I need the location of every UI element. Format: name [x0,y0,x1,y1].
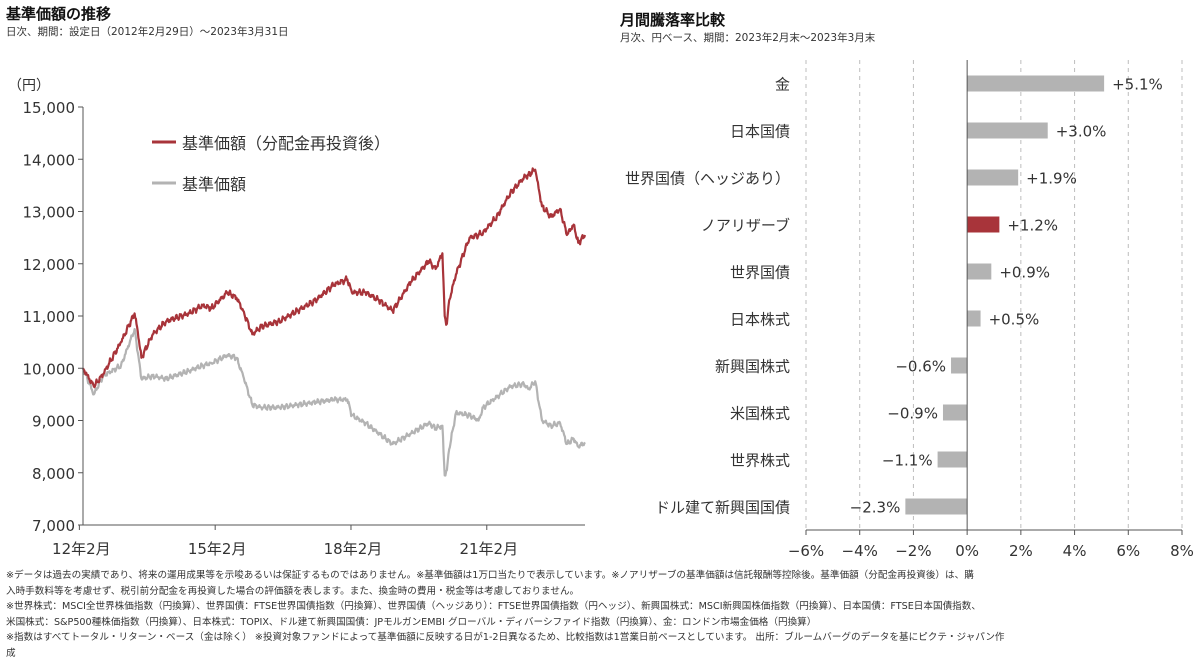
x-tick-label: −2% [895,542,931,560]
y-tick-label: 8,000 [32,465,75,483]
y-tick-label: 13,000 [23,204,76,222]
y-tick-label: 7,000 [32,517,75,535]
category-label: ノアリザーブ [701,217,790,235]
category-label: 日本国債 [730,123,790,141]
y-tick-label: 14,000 [23,151,76,169]
legend-label-reinvest: 基準価額（分配金再投資後） [182,134,390,153]
footnote-line: 成 [6,647,16,659]
x-tick-label: 18年2月 [324,540,383,558]
y-tick-label: 9,000 [32,413,75,431]
bar [942,404,968,421]
y-tick-label: 10,000 [23,360,76,378]
x-tick-label: −6% [788,542,824,560]
bar-chart-subtitle: 月次、円ベース、期間：2023年2月末～2023年3月末 [620,32,876,44]
x-tick-label: 4% [1063,542,1087,560]
footnote-line: 米国株式：S&P500種株価指数（円換算）、日本株式：TOPIX、ドル建て新興国… [6,616,817,628]
y-axis-unit: （円） [8,78,50,94]
x-tick-label: 15年2月 [188,540,247,558]
x-tick-label: 12年2月 [52,540,111,558]
footnote-line: ※データは過去の実績であり、将来の運用成果等を示唆あるいは保証するものではありま… [6,570,974,581]
data-label: −1.1% [882,452,933,470]
footnote-line: ※世界株式：MSCI全世界株価指数（円換算）、世界国債：FTSE世界国債指数（円… [6,601,981,612]
data-label: −0.9% [887,405,938,423]
category-label: 世界国債（ヘッジあり） [625,170,790,188]
legend-label-nav: 基準価額 [182,175,246,194]
category-label: 日本株式 [730,311,790,329]
x-tick-label: 2% [1009,542,1033,560]
footnotes: ※データは過去の実績であり、将来の運用成果等を示唆あるいは保証するものではありま… [6,568,1196,661]
bar [967,75,1105,92]
data-label: −2.3% [850,499,901,517]
bar-chart: 金 +5.1% 日本国債 +3.0% 世界国債（ヘッジあり） +1.9% ノアリザーブ +1.… [625,60,1194,560]
category-label: 米国株式 [730,405,790,423]
data-label: +5.1% [1112,76,1163,94]
bar [937,451,968,468]
line-chart-title: 基準価額の推移 [6,5,112,23]
x-tick-label: 6% [1116,542,1140,560]
line-chart: （円） 7,000 8,000 9,000 10,000 11,000 12,000 13,… [8,78,587,558]
category-label: ドル建て新興国国債 [655,499,790,517]
data-label: +1.9% [1026,170,1077,188]
series-line-reinvest [82,167,587,389]
x-tick-label: −4% [842,542,878,560]
y-tick-label: 15,000 [23,99,76,117]
category-label: 新興国株式 [715,358,790,376]
line-chart-subtitle: 日次、期間：設定日（2012年2月29日）～2023年3月31日 [6,26,289,38]
category-label: 世界国債 [730,264,790,282]
data-label: +1.2% [1007,217,1058,235]
category-label: 金 [775,76,790,94]
bar-chart-title: 月間騰落率比較 [620,11,726,29]
bar [967,216,1000,233]
x-tick-label: 0% [955,542,979,560]
bar [967,169,1019,186]
data-label: +0.5% [989,311,1040,329]
y-tick-label: 12,000 [23,256,76,274]
footnote-line: ※指数はすべてトータル・リターン・ベース（金は除く） ※投資対象ファンドによって… [6,632,1005,643]
category-label: 世界株式 [730,452,790,470]
data-label: −0.6% [895,358,946,376]
bar [951,357,968,374]
bar [967,263,992,280]
x-tick-label: 21年2月 [459,540,518,558]
bar [967,122,1048,139]
bar [905,498,968,515]
series-line-nav [81,328,586,477]
data-label: +3.0% [1056,123,1107,141]
y-tick-label: 11,000 [23,308,76,326]
footnote-line: 入時手数料等を考慮せず、税引前分配金を再投資した場合の評価額を表します。また、換… [6,585,580,597]
x-tick-label: 8% [1170,542,1194,560]
data-label: +0.9% [999,264,1050,282]
bar [967,310,981,327]
